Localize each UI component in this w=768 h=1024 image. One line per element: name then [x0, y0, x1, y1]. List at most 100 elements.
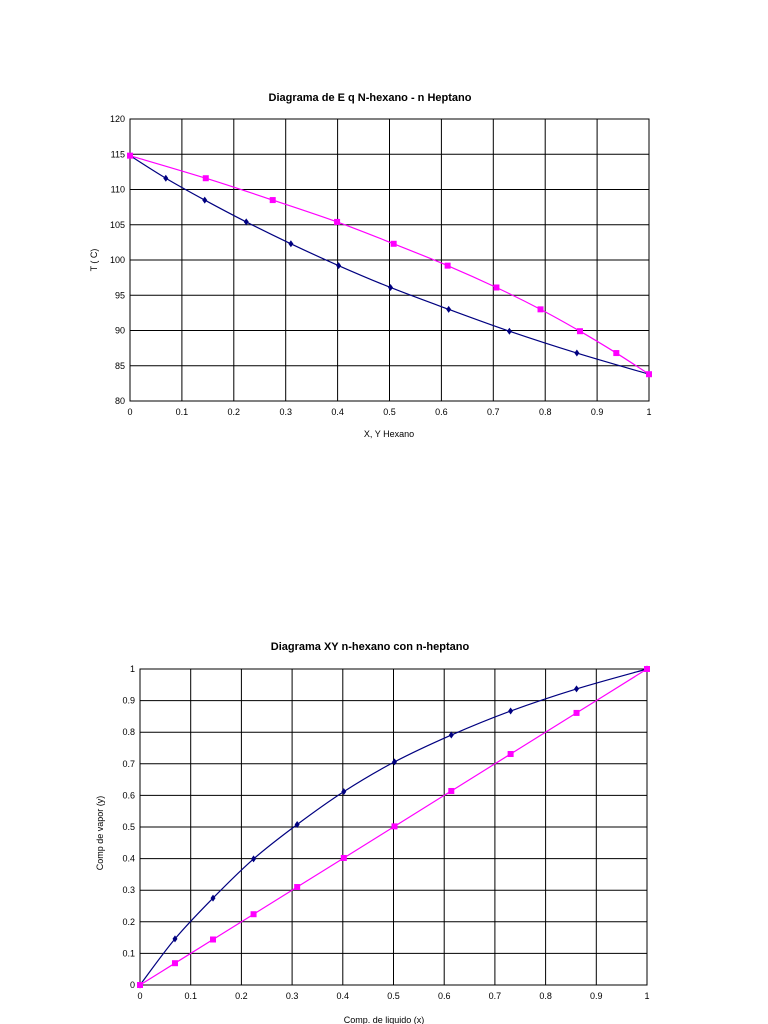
data-point	[243, 218, 249, 226]
x-tick-label: 0.5	[387, 991, 400, 1001]
chart-title: Diagrama XY n-hexano con n-heptano	[271, 641, 470, 653]
data-point	[508, 707, 514, 715]
data-point	[163, 174, 169, 182]
x-tick-label: 0.3	[286, 991, 299, 1001]
y-tick-label: 0.6	[122, 790, 135, 800]
x-tick-label: 0.5	[383, 407, 396, 417]
data-point	[576, 328, 583, 335]
series-1	[137, 666, 650, 988]
series-1	[127, 152, 652, 378]
y-tick-label: 0.1	[122, 948, 135, 958]
data-point	[613, 350, 620, 357]
data-point	[388, 283, 394, 291]
data-point	[390, 240, 397, 247]
x-tick-label: 0.9	[591, 407, 604, 417]
y-tick-label: 95	[115, 290, 125, 300]
data-point	[644, 666, 650, 672]
data-point	[334, 218, 341, 225]
y-tick-label: 110	[111, 185, 125, 195]
data-point	[336, 262, 342, 270]
x-tick-label: 0.6	[435, 407, 448, 417]
data-point	[392, 758, 398, 766]
x-tick-label: 0.7	[489, 991, 502, 1001]
y-axis-label: Comp de vapor (y)	[95, 796, 105, 871]
data-point	[171, 960, 178, 967]
data-point	[341, 788, 347, 796]
y-tick-label: 1	[130, 664, 135, 674]
data-point	[250, 911, 257, 918]
plot-area	[139, 668, 648, 986]
x-tick-label: 0.2	[228, 407, 241, 417]
x-tick-label: 0.9	[590, 991, 603, 1001]
x-tick-label: 0	[127, 407, 132, 417]
data-point	[251, 855, 257, 863]
series-line	[139, 668, 648, 986]
y-tick-label: 85	[115, 361, 125, 371]
data-point	[294, 884, 301, 891]
x-tick-label: 0.4	[337, 991, 350, 1001]
data-point	[507, 751, 514, 758]
data-point	[127, 152, 133, 159]
y-tick-label: 0.9	[122, 696, 135, 706]
y-axis-label: T ( C)	[89, 249, 99, 272]
x-tick-label: 0.1	[184, 991, 197, 1001]
chart-title: Diagrama de E q N-hexano - n Heptano	[269, 92, 472, 104]
data-point	[172, 935, 178, 943]
data-point	[294, 820, 300, 828]
series-line	[129, 155, 650, 375]
x-tick-label: 0.8	[539, 407, 552, 417]
data-point	[646, 371, 652, 378]
y-tick-label: 0.2	[122, 917, 135, 927]
x-tick-label: 0.4	[331, 407, 344, 417]
data-point	[573, 709, 580, 716]
x-tick-label: 0.6	[438, 991, 451, 1001]
x-tick-label: 0.2	[235, 991, 248, 1001]
y-tick-label: 120	[110, 114, 125, 124]
x-tick-label: 1	[644, 991, 649, 1001]
chart-temperature-composition: Diagrama de E q N-hexano - n Heptano X, …	[89, 92, 652, 439]
y-tick-label: 115	[111, 149, 125, 159]
data-point	[574, 685, 580, 693]
data-point	[506, 327, 512, 335]
y-tick-label: 0.3	[122, 885, 135, 895]
y-tick-label: 80	[115, 396, 125, 406]
y-tick-label: 0.5	[122, 822, 135, 832]
data-point	[446, 305, 452, 313]
x-tick-label: 0.3	[279, 407, 292, 417]
data-point	[537, 306, 544, 313]
x-axis-label: Comp. de liquido (x)	[344, 1015, 425, 1024]
x-tick-label: 1	[646, 407, 651, 417]
data-point	[210, 894, 216, 902]
data-point	[448, 787, 455, 794]
gridlines	[129, 118, 650, 402]
data-point	[269, 197, 276, 204]
data-point	[444, 262, 451, 269]
data-point	[137, 982, 143, 988]
data-point	[391, 823, 398, 830]
y-tick-label: 90	[115, 326, 125, 336]
x-tick-label: 0	[137, 991, 142, 1001]
data-point	[202, 175, 209, 182]
data-point	[288, 240, 294, 248]
y-tick-label: 105	[110, 220, 125, 230]
y-tick-label: 100	[110, 255, 125, 265]
plot-area	[129, 118, 650, 402]
series-line	[129, 155, 650, 375]
data-point	[210, 936, 217, 943]
x-tick-label: 0.1	[176, 407, 189, 417]
y-tick-label: 0	[130, 980, 135, 990]
x-axis-label: X, Y Hexano	[364, 429, 414, 439]
x-tick-label: 0.8	[539, 991, 552, 1001]
series-line	[139, 668, 648, 986]
data-point	[574, 349, 580, 357]
data-point	[202, 196, 208, 204]
chart-xy-equilibrium: Diagrama XY n-hexano con n-heptano Comp.…	[95, 641, 650, 1024]
y-tick-label: 0.8	[122, 727, 135, 737]
data-point	[448, 731, 454, 739]
data-point	[340, 854, 347, 861]
data-point	[493, 284, 500, 291]
x-tick-label: 0.7	[487, 407, 500, 417]
y-tick-label: 0.4	[122, 854, 135, 864]
y-tick-label: 0.7	[122, 759, 135, 769]
